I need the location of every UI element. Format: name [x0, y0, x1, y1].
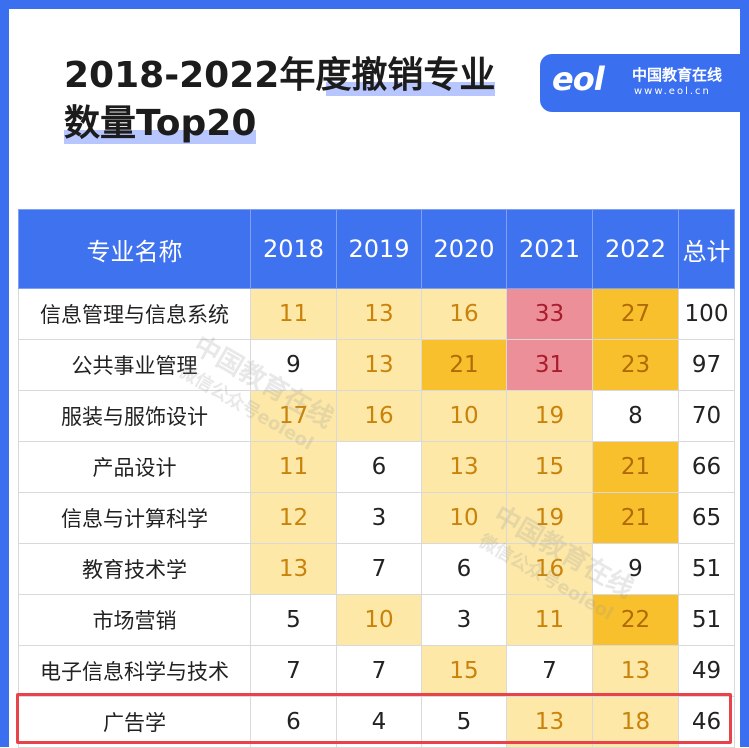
- table-row: 公共事业管理 9 13 21 31 23 97: [18, 339, 735, 391]
- year-value-cell: 13: [421, 441, 507, 493]
- total-cell: 49: [678, 645, 735, 697]
- table-row: 电子信息科学与技术 7 7 15 7 13 49: [18, 645, 735, 697]
- header-total: 总计: [678, 209, 735, 289]
- table-row: 广告学 6 4 5 13 18 46: [18, 696, 735, 748]
- year-value-cell: 22: [592, 594, 679, 646]
- year-value-cell: 6: [421, 543, 507, 595]
- total-cell: 70: [678, 390, 735, 442]
- year-value-cell: 6: [250, 696, 337, 748]
- total-cell: 97: [678, 339, 735, 391]
- year-value-cell: 10: [336, 594, 422, 646]
- total-cell: 51: [678, 543, 735, 595]
- year-value-cell: 3: [336, 492, 422, 544]
- year-value-cell: 11: [250, 288, 337, 340]
- year-value-cell: 16: [506, 543, 593, 595]
- year-value-cell: 8: [592, 390, 679, 442]
- year-value-cell: 13: [592, 645, 679, 697]
- title-line-1: 2018-2022年度撤销专业: [64, 55, 496, 96]
- header-2022: 2022: [592, 209, 679, 289]
- year-value-cell: 11: [250, 441, 337, 493]
- major-name-cell: 信息与计算科学: [18, 492, 251, 544]
- year-value-cell: 17: [250, 390, 337, 442]
- year-value-cell: 23: [592, 339, 679, 391]
- year-value-cell: 27: [592, 288, 679, 340]
- year-value-cell: 7: [250, 645, 337, 697]
- year-value-cell: 5: [250, 594, 337, 646]
- page-title: 2018-2022年度撤销专业 数量Top20: [64, 52, 496, 148]
- year-value-cell: 19: [506, 390, 593, 442]
- year-value-cell: 5: [421, 696, 507, 748]
- header-2018: 2018: [250, 209, 337, 289]
- header-2020: 2020: [421, 209, 507, 289]
- eol-logo-url: www.eol.cn: [634, 86, 711, 97]
- year-value-cell: 6: [336, 441, 422, 493]
- table-row: 市场营销 5 10 3 11 22 51: [18, 594, 735, 646]
- year-value-cell: 7: [336, 645, 422, 697]
- year-value-cell: 7: [336, 543, 422, 595]
- table-header-row: 专业名称 2018 2019 2020 2021 2022 总计: [18, 209, 735, 289]
- year-value-cell: 15: [421, 645, 507, 697]
- title-underline-2: [64, 130, 257, 144]
- eol-logo: eol 中国教育在线 www.eol.cn: [540, 54, 749, 112]
- total-cell: 46: [678, 696, 735, 748]
- year-value-cell: 21: [421, 339, 507, 391]
- year-value-cell: 13: [336, 288, 422, 340]
- revoked-majors-table: 专业名称 2018 2019 2020 2021 2022 总计 信息管理与信息…: [18, 209, 735, 748]
- year-value-cell: 13: [506, 696, 593, 748]
- major-name-cell: 广告学: [18, 696, 251, 748]
- year-value-cell: 19: [506, 492, 593, 544]
- major-name-cell: 公共事业管理: [18, 339, 251, 391]
- total-cell: 65: [678, 492, 735, 544]
- year-value-cell: 10: [421, 492, 507, 544]
- year-value-cell: 13: [336, 339, 422, 391]
- total-cell: 100: [678, 288, 735, 340]
- major-name-cell: 服装与服饰设计: [18, 390, 251, 442]
- title-underline-1: [326, 82, 496, 96]
- year-value-cell: 16: [336, 390, 422, 442]
- major-name-cell: 信息管理与信息系统: [18, 288, 251, 340]
- table-row: 教育技术学 13 7 6 16 9 51: [18, 543, 735, 595]
- major-name-cell: 产品设计: [18, 441, 251, 493]
- year-value-cell: 31: [506, 339, 593, 391]
- eol-logo-mark: eol: [552, 60, 605, 98]
- year-value-cell: 4: [336, 696, 422, 748]
- table-row: 信息管理与信息系统 11 13 16 33 27 100: [18, 288, 735, 340]
- table-row: 信息与计算科学 12 3 10 19 21 65: [18, 492, 735, 544]
- year-value-cell: 18: [592, 696, 679, 748]
- title-line-2: 数量Top20: [64, 103, 257, 144]
- major-name-cell: 电子信息科学与技术: [18, 645, 251, 697]
- header-2021: 2021: [506, 209, 593, 289]
- major-name-cell: 教育技术学: [18, 543, 251, 595]
- year-value-cell: 12: [250, 492, 337, 544]
- header-name: 专业名称: [18, 209, 251, 289]
- year-value-cell: 9: [250, 339, 337, 391]
- year-value-cell: 16: [421, 288, 507, 340]
- year-value-cell: 9: [592, 543, 679, 595]
- table-row: 服装与服饰设计 17 16 10 19 8 70: [18, 390, 735, 442]
- total-cell: 66: [678, 441, 735, 493]
- year-value-cell: 21: [592, 441, 679, 493]
- year-value-cell: 10: [421, 390, 507, 442]
- year-value-cell: 7: [506, 645, 593, 697]
- major-name-cell: 市场营销: [18, 594, 251, 646]
- year-value-cell: 33: [506, 288, 593, 340]
- total-cell: 51: [678, 594, 735, 646]
- year-value-cell: 11: [506, 594, 593, 646]
- table-row: 产品设计 11 6 13 15 21 66: [18, 441, 735, 493]
- year-value-cell: 15: [506, 441, 593, 493]
- header-2019: 2019: [336, 209, 422, 289]
- year-value-cell: 3: [421, 594, 507, 646]
- year-value-cell: 21: [592, 492, 679, 544]
- year-value-cell: 13: [250, 543, 337, 595]
- eol-logo-name: 中国教育在线: [632, 66, 723, 84]
